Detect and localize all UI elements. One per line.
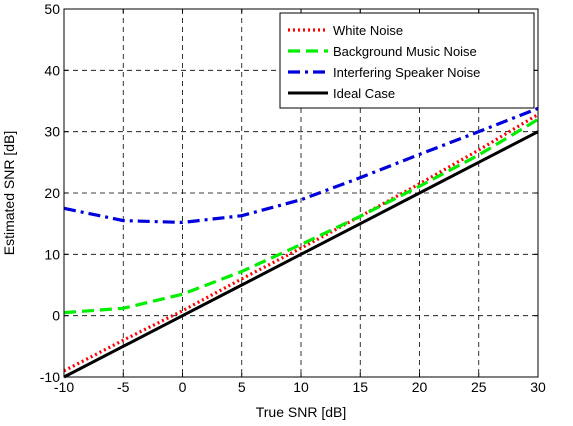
y-tick-label: 30	[44, 124, 60, 140]
y-axis-label: Estimated SNR [dB]	[1, 131, 17, 256]
x-tick-label: -10	[54, 379, 74, 395]
series-group	[63, 106, 539, 379]
x-tick-label: 15	[352, 379, 368, 395]
legend-entry: White Noise	[333, 23, 403, 38]
legend-entry: Ideal Case	[333, 86, 395, 101]
x-tick-label: 20	[412, 379, 428, 395]
series-line-interfering-speaker-noise	[63, 106, 539, 225]
y-tick-label: 10	[44, 246, 60, 262]
x-tick-label: 5	[238, 379, 246, 395]
x-tick-label: 30	[530, 379, 546, 395]
x-tick-label: 0	[179, 379, 187, 395]
y-tick-label: 50	[44, 1, 60, 17]
x-tick-label: -5	[117, 379, 130, 395]
y-tick-label: 0	[52, 308, 60, 324]
legend: White Noise Background Music Noise Interfe…	[279, 12, 535, 109]
x-tick-label: 10	[293, 379, 309, 395]
x-tick-label: 25	[471, 379, 487, 395]
x-axis-label: True SNR [dB]	[256, 404, 347, 420]
ticks: -10 -5 0 5 10 15 20 25 30 -10 0 10 20 30 40 50	[40, 1, 546, 395]
series-line-white-noise	[63, 113, 539, 373]
legend-entry: Background Music Noise	[333, 44, 477, 59]
series-line-background-music-noise	[63, 118, 539, 315]
legend-entry: Interfering Speaker Noise	[333, 65, 480, 80]
y-tick-label: 20	[44, 185, 60, 201]
series-line-ideal-case	[63, 130, 539, 379]
y-tick-label: 40	[44, 62, 60, 78]
y-tick-label: -10	[40, 369, 60, 385]
